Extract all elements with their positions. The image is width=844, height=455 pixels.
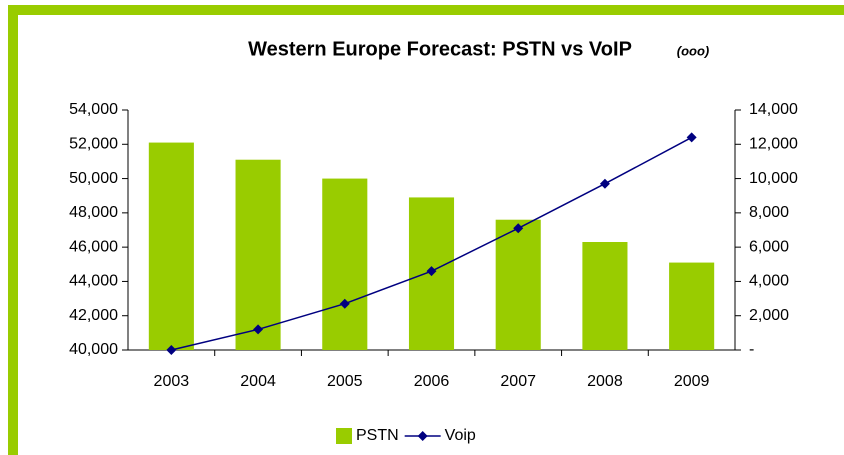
y2-tick-label: - [749,341,754,358]
y2-tick-label: 10,000 [749,170,798,187]
marker [513,223,524,234]
marker [339,298,350,309]
chart-subtitle: (ooo) [677,43,709,58]
y-tick-label: 50,000 [69,170,118,187]
legend-label: Voip [445,427,476,444]
x-tick-label: 2007 [500,373,536,390]
x-tick-label: 2009 [674,373,710,390]
marker [166,345,177,355]
marker [253,324,264,335]
bar [495,219,541,350]
y-tick-label: 52,000 [69,136,118,153]
y-tick-label: 42,000 [69,307,118,324]
marker [426,266,437,277]
frame-top [8,5,844,15]
bar [582,242,628,350]
bar [669,262,715,350]
marker [599,178,610,189]
bar [322,178,368,350]
marker [686,132,697,143]
x-tick-label: 2003 [154,373,190,390]
y2-tick-label: 6,000 [749,238,789,255]
frame-left [8,5,18,455]
x-tick-label: 2005 [327,373,363,390]
y2-tick-label: 14,000 [749,101,798,118]
x-tick-label: 2008 [587,373,623,390]
y2-tick-label: 12,000 [749,136,798,153]
x-tick-label: 2004 [240,373,276,390]
y-tick-label: 44,000 [69,273,118,290]
y-tick-label: 54,000 [69,101,118,118]
y-tick-label: 48,000 [69,204,118,221]
legend-swatch [336,428,352,444]
legend-label: PSTN [356,427,399,444]
chart-title: Western Europe Forecast: PSTN vs VoIP [248,38,632,60]
y2-tick-label: 2,000 [749,307,789,324]
legend-marker [417,431,428,441]
bar [148,142,194,350]
y2-tick-label: 4,000 [749,273,789,290]
bar [235,159,281,350]
y2-tick-label: 8,000 [749,204,789,221]
y-tick-label: 46,000 [69,238,118,255]
y-tick-label: 40,000 [69,341,118,358]
x-tick-label: 2006 [414,373,450,390]
